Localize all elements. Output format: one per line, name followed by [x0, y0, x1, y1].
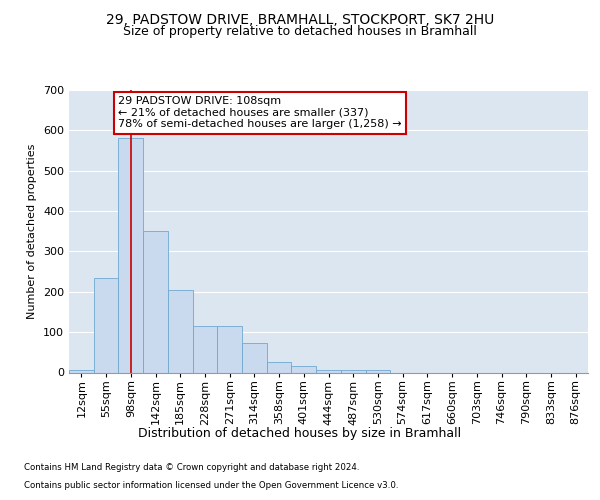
- Bar: [118, 138, 143, 372]
- Bar: [341, 370, 365, 372]
- Bar: [193, 326, 217, 372]
- Text: Contains HM Land Registry data © Crown copyright and database right 2024.: Contains HM Land Registry data © Crown c…: [24, 464, 359, 472]
- Bar: [292, 366, 316, 372]
- Bar: [267, 362, 292, 372]
- Bar: [94, 278, 118, 372]
- Text: 29, PADSTOW DRIVE, BRAMHALL, STOCKPORT, SK7 2HU: 29, PADSTOW DRIVE, BRAMHALL, STOCKPORT, …: [106, 12, 494, 26]
- Text: Distribution of detached houses by size in Bramhall: Distribution of detached houses by size …: [139, 428, 461, 440]
- Text: 29 PADSTOW DRIVE: 108sqm
← 21% of detached houses are smaller (337)
78% of semi-: 29 PADSTOW DRIVE: 108sqm ← 21% of detach…: [118, 96, 402, 130]
- Bar: [168, 290, 193, 372]
- Text: Size of property relative to detached houses in Bramhall: Size of property relative to detached ho…: [123, 25, 477, 38]
- Bar: [143, 231, 168, 372]
- Bar: [242, 344, 267, 372]
- Text: Contains public sector information licensed under the Open Government Licence v3: Contains public sector information licen…: [24, 481, 398, 490]
- Bar: [217, 326, 242, 372]
- Bar: [69, 370, 94, 372]
- Bar: [365, 370, 390, 372]
- Bar: [316, 370, 341, 372]
- Y-axis label: Number of detached properties: Number of detached properties: [28, 144, 37, 319]
